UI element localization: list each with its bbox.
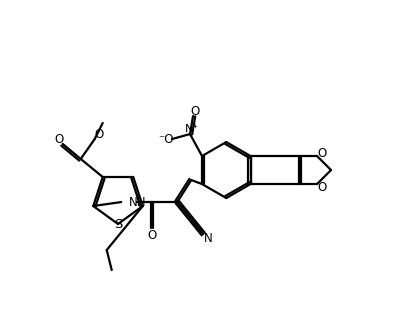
Text: S: S (114, 218, 122, 231)
Text: N⁺: N⁺ (185, 124, 199, 134)
Text: NH: NH (129, 196, 147, 209)
Text: N: N (204, 232, 213, 245)
Text: O: O (318, 181, 327, 194)
Text: O: O (148, 229, 157, 242)
Text: O: O (94, 128, 103, 142)
Text: O: O (190, 105, 200, 118)
Text: O: O (54, 134, 63, 147)
Text: ⁻O: ⁻O (158, 133, 174, 146)
Text: O: O (318, 147, 327, 160)
